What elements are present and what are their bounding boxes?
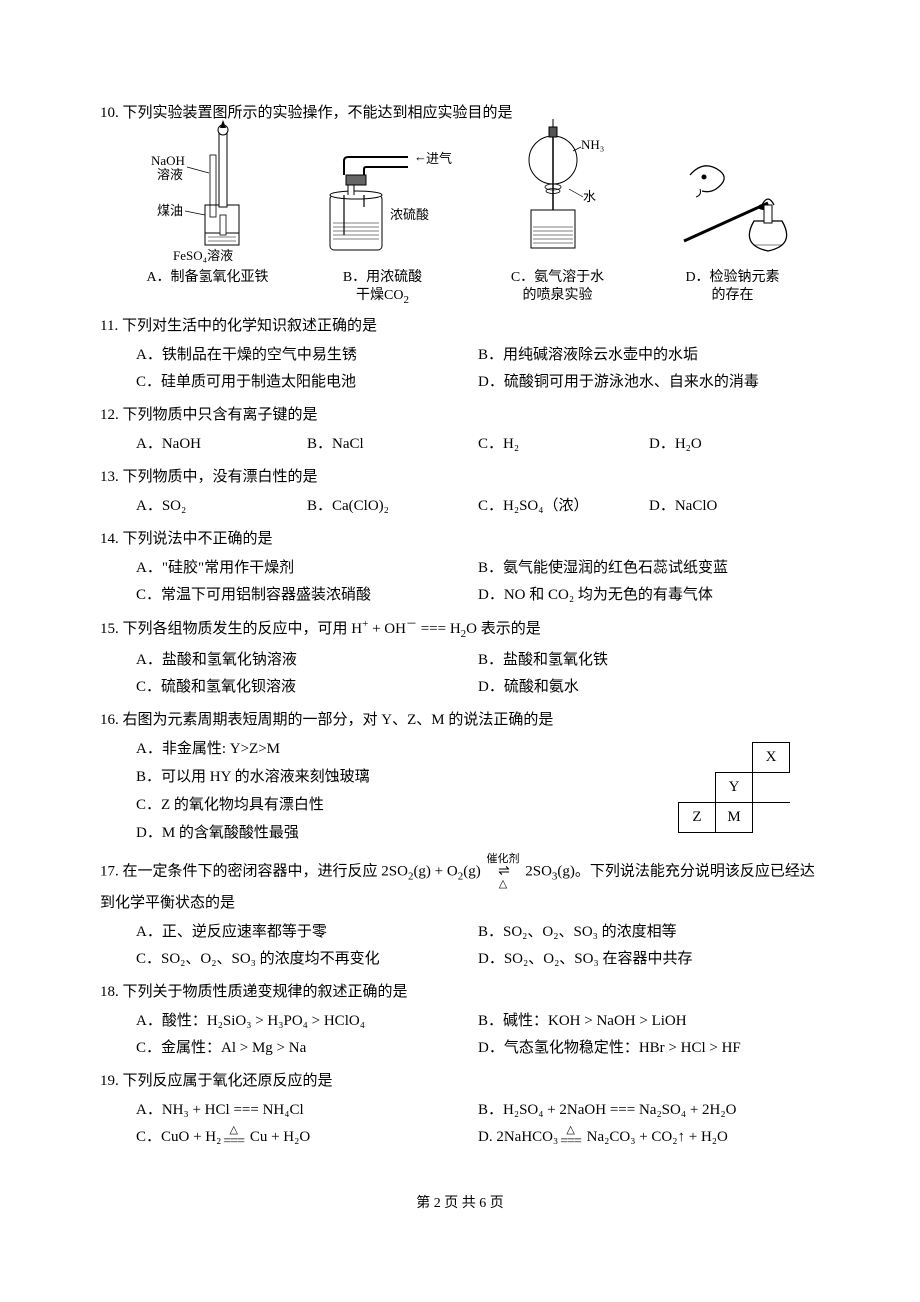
q10-cap-c: C．氨气溶于水的喷泉实验 (470, 269, 645, 307)
q16-periodic-table: X Y ZM (678, 742, 790, 833)
q11-opt-a: A．铁制品在干燥的空气中易生锈 (136, 342, 478, 369)
label-solution: 溶液 (157, 167, 183, 182)
label-feso4: FeSO₄溶液 (173, 248, 233, 263)
question-18: 18. 下列关于物质性质递变规律的叙述正确的是 A．酸性：H₂SiO₃ > H₃… (100, 979, 820, 1062)
q11-stem: 11. 下列对生活中的化学知识叙述正确的是 (100, 313, 820, 340)
q10-fig-b: ← 进气 浓硫酸 (298, 135, 458, 265)
q10-caption-row: A．制备氢氧化亚铁 B．用浓硫酸干燥CO2 C．氨气溶于水的喷泉实验 D．检验钠… (120, 269, 820, 307)
label-conc-h2so4: 浓硫酸 (390, 207, 429, 222)
q15-opt-d: D．硫酸和氨水 (478, 674, 820, 701)
q19-opt-a: A．NH₃ + HCl === NH₄Cl (136, 1097, 478, 1124)
q16-stem: 16. 右图为元素周期表短周期的一部分，对 Y、Z、M 的说法正确的是 (100, 707, 820, 734)
q13-opt-a: A．SO₂ (136, 493, 307, 520)
q19-opt-b: B．H₂SO₄ + 2NaOH === Na₂SO₄ + 2H₂O (478, 1097, 820, 1124)
q11-opt-b: B．用纯碱溶液除云水壶中的水垢 (478, 342, 820, 369)
question-14: 14. 下列说法中不正确的是 A．"硅胶"常用作干燥剂 B．氨气能使湿润的红色石… (100, 526, 820, 609)
heat-arrow-icon: △=== (223, 1126, 244, 1148)
q14-opt-c: C．常温下可用铝制容器盛装浓硝酸 (136, 582, 478, 609)
question-17: 17. 在一定条件下的密闭容器中，进行反应 2SO2(g) + O2(g) 催化… (100, 854, 820, 973)
q10-fig-d (668, 135, 798, 265)
label-kerosene: 煤油 (157, 203, 183, 218)
page-footer: 第 2 页 共 6 页 (100, 1191, 820, 1216)
q15-opt-a: A．盐酸和氢氧化钠溶液 (136, 647, 478, 674)
q18-opt-c: C．金属性：Al > Mg > Na (136, 1035, 478, 1062)
question-10: 10. 下列实验装置图所示的实验操作，不能达到相应实验目的是 NaOH 溶液 (100, 100, 820, 307)
q11-options: A．铁制品在干燥的空气中易生锈 B．用纯碱溶液除云水壶中的水垢 C．硅单质可用于… (136, 342, 820, 396)
cell-x: X (753, 743, 790, 773)
q12-stem: 12. 下列物质中只含有离子键的是 (100, 402, 820, 429)
question-12: 12. 下列物质中只含有离子键的是 A．NaOH B．NaCl C．H₂ D．H… (100, 402, 820, 458)
q17-options: A．正、逆反应速率都等于零 B．SO₂、O₂、SO₃ 的浓度相等 C．SO₂、O… (136, 919, 820, 973)
q12-opt-a: A．NaOH (136, 431, 307, 458)
q17-opt-b: B．SO₂、O₂、SO₃ 的浓度相等 (478, 919, 820, 946)
q10-figure-row: NaOH 溶液 煤油 FeSO₄溶液 (120, 135, 820, 265)
q12-opt-c: C．H₂ (478, 431, 649, 458)
q11-opt-c: C．硅单质可用于制造太阳能电池 (136, 369, 478, 396)
q13-opt-c: C．H₂SO₄（浓） (478, 493, 649, 520)
label-inlet: 进气 (426, 151, 452, 166)
q19-stem: 19. 下列反应属于氧化还原反应的是 (100, 1068, 820, 1095)
q11-opt-d: D．硫酸铜可用于游泳池水、自来水的消毒 (478, 369, 820, 396)
question-13: 13. 下列物质中，没有漂白性的是 A．SO₂ B．Ca(ClO)₂ C．H₂S… (100, 464, 820, 520)
q14-stem: 14. 下列说法中不正确的是 (100, 526, 820, 553)
q19-opt-d: D. 2NaHCO₃△=== Na₂CO₃ + CO₂↑ + H₂O (478, 1124, 820, 1151)
equilibrium-arrow-icon: 催化剂⇌△ (486, 854, 519, 890)
label-naoh: NaOH (151, 153, 185, 168)
q15-opt-b: B．盐酸和氢氧化铁 (478, 647, 820, 674)
q10-fig-a: NaOH 溶液 煤油 FeSO₄溶液 (143, 135, 253, 265)
q15-options: A．盐酸和氢氧化钠溶液 B．盐酸和氢氧化铁 C．硫酸和氢氧化钡溶液 D．硫酸和氨… (136, 647, 820, 701)
label-nh3: NH₃ (581, 137, 604, 152)
question-15: 15. 下列各组物质发生的反应中，可用 H+ + OH－ === H2O 表示的… (100, 615, 820, 701)
q17-opt-c: C．SO₂、O₂、SO₃ 的浓度均不再变化 (136, 946, 478, 973)
q17-opt-d: D．SO₂、O₂、SO₃ 在容器中共存 (478, 946, 820, 973)
question-19: 19. 下列反应属于氧化还原反应的是 A．NH₃ + HCl === NH₄Cl… (100, 1068, 820, 1151)
cell-z: Z (679, 803, 716, 833)
q14-options: A．"硅胶"常用作干燥剂 B．氨气能使湿润的红色石蕊试纸变蓝 C．常温下可用铝制… (136, 555, 820, 609)
q13-stem: 13. 下列物质中，没有漂白性的是 (100, 464, 820, 491)
q18-opt-d: D．气态氢化物稳定性：HBr > HCl > HF (478, 1035, 820, 1062)
q10-fig-c: NH₃ 水 (503, 135, 623, 265)
q18-opt-a: A．酸性：H₂SiO₃ > H₃PO₄ > HClO₄ (136, 1008, 478, 1035)
q18-stem: 18. 下列关于物质性质递变规律的叙述正确的是 (100, 979, 820, 1006)
q18-opt-b: B．碱性：KOH > NaOH > LiOH (478, 1008, 820, 1035)
cell-m: M (716, 803, 753, 833)
apparatus-d-icon (668, 155, 798, 265)
q17-stem: 17. 在一定条件下的密闭容器中，进行反应 2SO2(g) + O2(g) 催化… (100, 854, 820, 917)
q10-cap-a: A．制备氢氧化亚铁 (120, 269, 295, 307)
q15-stem: 15. 下列各组物质发生的反应中，可用 H+ + OH－ === H2O 表示的… (100, 615, 820, 645)
q14-opt-a: A．"硅胶"常用作干燥剂 (136, 555, 478, 582)
question-16: 16. 右图为元素周期表短周期的一部分，对 Y、Z、M 的说法正确的是 X Y … (100, 707, 820, 848)
cell-y: Y (716, 773, 753, 803)
q19-opt-c: C．CuO + H₂△=== Cu + H₂O (136, 1124, 478, 1151)
apparatus-b-icon: ← 进气 浓硫酸 (298, 145, 458, 265)
q10-cap-d: D．检验钠元素的存在 (645, 269, 820, 307)
q15-opt-c: C．硫酸和氢氧化钡溶液 (136, 674, 478, 701)
q19-options: A．NH₃ + HCl === NH₄Cl B．H₂SO₄ + 2NaOH ==… (136, 1097, 820, 1151)
q14-opt-d: D．NO 和 CO₂ 均为无色的有毒气体 (478, 582, 820, 609)
question-11: 11. 下列对生活中的化学知识叙述正确的是 A．铁制品在干燥的空气中易生锈 B．… (100, 313, 820, 396)
q13-opt-d: D．NaClO (649, 493, 820, 520)
heat-arrow-icon: △=== (560, 1126, 581, 1148)
q12-opt-b: B．NaCl (307, 431, 478, 458)
q14-opt-b: B．氨气能使湿润的红色石蕊试纸变蓝 (478, 555, 820, 582)
q18-options: A．酸性：H₂SiO₃ > H₃PO₄ > HClO₄ B．碱性：KOH > N… (136, 1008, 820, 1062)
apparatus-c-icon: NH₃ 水 (503, 115, 623, 265)
q10-cap-b: B．用浓硫酸干燥CO2 (295, 269, 470, 307)
q13-options: A．SO₂ B．Ca(ClO)₂ C．H₂SO₄（浓） D．NaClO (136, 493, 820, 520)
q17-opt-a: A．正、逆反应速率都等于零 (136, 919, 478, 946)
label-water: 水 (583, 189, 596, 204)
apparatus-a-icon: NaOH 溶液 煤油 FeSO₄溶液 (143, 115, 253, 265)
q12-options: A．NaOH B．NaCl C．H₂ D．H₂O (136, 431, 820, 458)
q12-opt-d: D．H₂O (649, 431, 820, 458)
q13-opt-b: B．Ca(ClO)₂ (307, 493, 478, 520)
